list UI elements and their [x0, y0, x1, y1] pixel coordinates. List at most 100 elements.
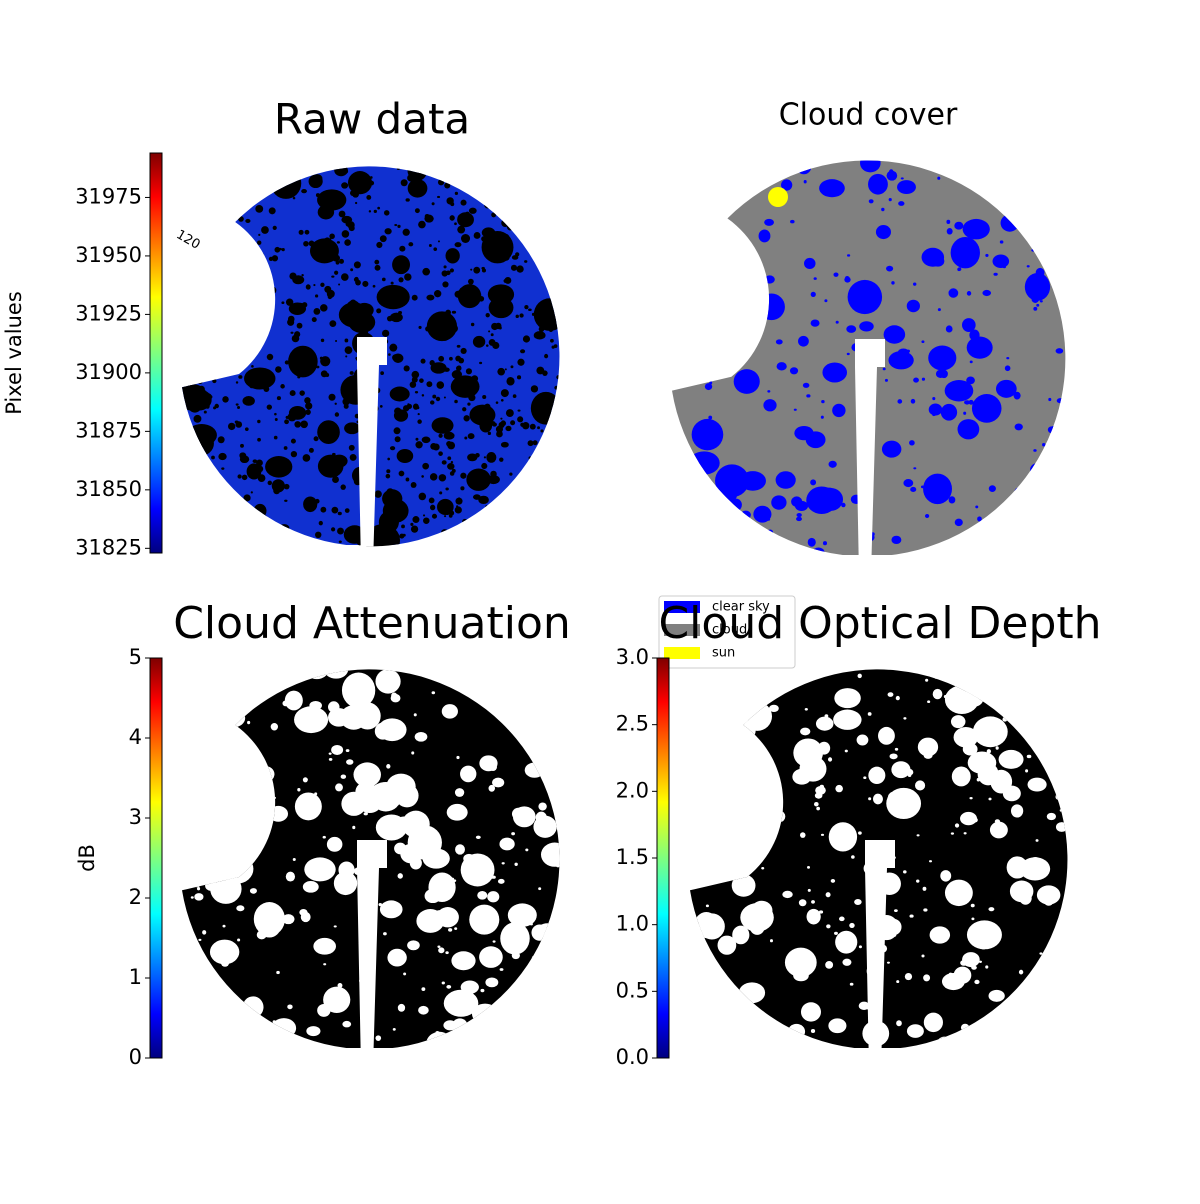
sky-blob — [950, 715, 966, 729]
sky-blob — [192, 878, 202, 888]
speckle — [506, 509, 512, 515]
sky-blob — [342, 1020, 352, 1028]
sky-blob — [1040, 224, 1066, 252]
sky-blob — [261, 524, 267, 529]
sky-blob — [847, 279, 883, 315]
speckle — [254, 254, 260, 260]
speckle — [553, 290, 557, 294]
sky-blob — [897, 399, 903, 404]
sky-blob — [1029, 682, 1053, 703]
sky-blob — [1048, 471, 1058, 482]
speckle — [426, 381, 433, 388]
speckle — [543, 504, 550, 512]
sky-blob — [727, 778, 731, 782]
sky-blob — [407, 166, 428, 182]
sky-blob — [252, 459, 258, 464]
sky-blob — [1036, 303, 1040, 307]
sky-blob — [387, 948, 407, 967]
sky-blob — [503, 278, 509, 283]
sky-blob — [469, 904, 500, 935]
speckle — [260, 527, 264, 530]
sky-blob — [441, 981, 445, 985]
speckle — [386, 469, 391, 474]
sky-blob — [528, 456, 532, 460]
sky-blob — [531, 955, 540, 962]
speckle — [464, 436, 468, 440]
sky-blob — [456, 344, 461, 348]
sky-blob — [389, 312, 403, 323]
sky-blob — [196, 887, 201, 891]
sky-blob — [553, 1010, 557, 1014]
sky-blob — [889, 753, 898, 760]
speckle — [320, 282, 325, 287]
sky-blob — [533, 298, 560, 331]
sky-blob — [822, 362, 848, 383]
speckle — [219, 175, 227, 183]
speckle — [421, 475, 424, 478]
sky-blob — [1035, 521, 1041, 525]
sky-blob — [341, 672, 376, 709]
sky-blob — [690, 828, 705, 841]
speckle — [495, 425, 504, 433]
speckle — [211, 202, 219, 210]
sky-blob — [528, 308, 532, 312]
sky-blob — [492, 422, 497, 427]
sky-blob — [416, 909, 445, 933]
speckle — [548, 220, 554, 226]
legend-label: cloud — [712, 623, 747, 638]
sky-blob — [252, 772, 256, 776]
sky-blob — [498, 672, 502, 677]
sky-blob — [246, 288, 251, 293]
sky-blob — [297, 788, 301, 792]
sky-blob — [241, 195, 253, 206]
sky-blob — [816, 806, 820, 811]
speckle — [338, 210, 346, 218]
sky-blob — [460, 535, 467, 542]
sky-blob — [870, 298, 874, 302]
sky-blob — [792, 1041, 796, 1045]
sky-blob — [389, 446, 396, 451]
sky-blob — [253, 503, 267, 518]
sky-blob — [784, 947, 817, 978]
sky-blob — [999, 240, 1004, 244]
sky-blob — [256, 930, 267, 940]
sky-blob — [292, 858, 296, 861]
sky-blob — [971, 917, 975, 921]
speckle — [374, 264, 381, 271]
sky-blob — [969, 174, 983, 190]
sky-blob — [1029, 687, 1039, 695]
sky-blob — [524, 260, 528, 263]
sky-blob — [732, 925, 750, 945]
speckle — [519, 313, 524, 318]
sky-blob — [467, 453, 478, 462]
speckle — [542, 191, 546, 195]
sky-blob — [672, 160, 696, 186]
sky-blob — [814, 801, 819, 807]
legend-swatch — [664, 601, 700, 613]
speckle — [337, 527, 344, 535]
sky-blob — [753, 505, 772, 523]
sky-blob — [486, 451, 497, 463]
sky-blob — [708, 415, 713, 420]
sky-blob — [767, 696, 773, 701]
speckle — [313, 436, 319, 442]
sky-blob — [858, 945, 862, 949]
speckle — [201, 180, 205, 184]
sky-blob — [468, 207, 477, 214]
sky-blob — [929, 860, 933, 863]
sky-blob — [220, 208, 226, 214]
sky-blob — [807, 866, 811, 869]
sky-blob — [993, 272, 998, 276]
sky-blob — [1035, 983, 1039, 987]
sky-blob — [241, 529, 246, 533]
speckle — [193, 192, 201, 199]
sky-blob — [680, 255, 686, 260]
sky-blob — [948, 496, 956, 504]
sky-blob — [1027, 777, 1047, 792]
sky-blob — [194, 476, 199, 480]
sky-blob — [551, 251, 555, 255]
sky-blob — [937, 308, 941, 312]
sky-blob — [704, 299, 710, 305]
sky-blob — [800, 727, 811, 736]
sky-blob — [215, 292, 219, 296]
